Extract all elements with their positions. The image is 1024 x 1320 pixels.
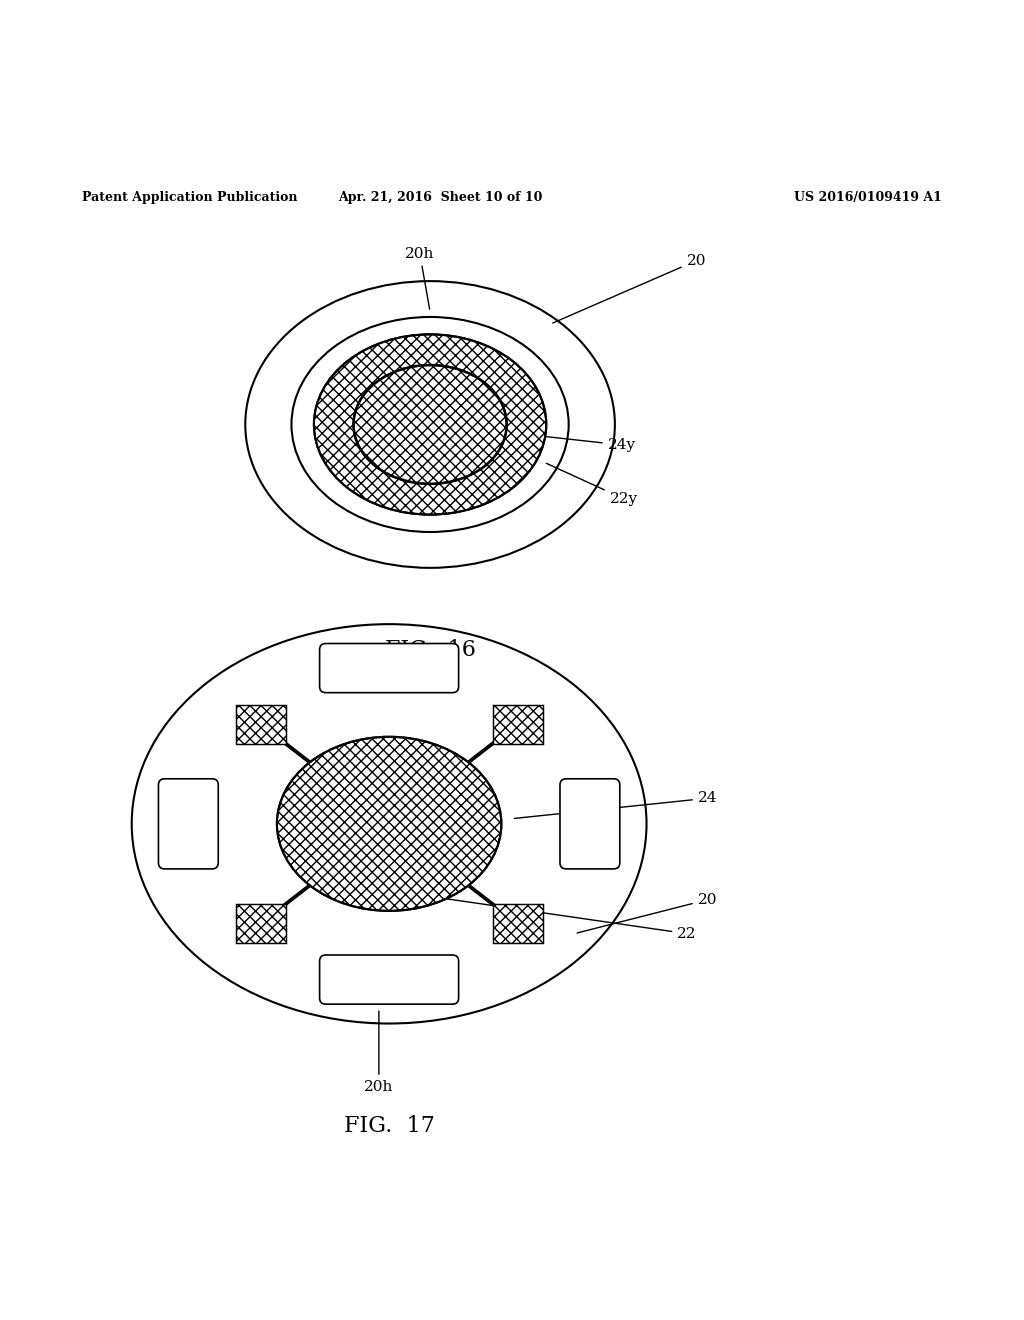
Text: 20: 20 (553, 253, 707, 323)
Text: 22y: 22y (546, 463, 638, 506)
Ellipse shape (246, 281, 614, 568)
FancyBboxPatch shape (493, 904, 543, 942)
Ellipse shape (276, 737, 502, 911)
Text: Apr. 21, 2016  Sheet 10 of 10: Apr. 21, 2016 Sheet 10 of 10 (338, 191, 543, 205)
FancyBboxPatch shape (236, 705, 286, 743)
FancyBboxPatch shape (560, 779, 620, 869)
Ellipse shape (314, 334, 546, 515)
Ellipse shape (353, 366, 507, 484)
Ellipse shape (353, 366, 507, 484)
Text: 24y: 24y (531, 436, 636, 451)
Text: 22: 22 (413, 894, 696, 941)
Text: FIG.  17: FIG. 17 (344, 1115, 434, 1137)
Text: US 2016/0109419 A1: US 2016/0109419 A1 (795, 191, 942, 205)
FancyBboxPatch shape (319, 954, 459, 1005)
Ellipse shape (292, 317, 568, 532)
Text: 20: 20 (578, 892, 717, 933)
Text: Patent Application Publication: Patent Application Publication (82, 191, 297, 205)
FancyBboxPatch shape (493, 705, 543, 743)
FancyBboxPatch shape (319, 644, 459, 693)
Text: 20h: 20h (406, 247, 434, 309)
FancyBboxPatch shape (236, 904, 286, 942)
Ellipse shape (132, 624, 646, 1023)
Text: 20h: 20h (365, 1011, 393, 1094)
FancyBboxPatch shape (159, 779, 218, 869)
Text: 24: 24 (514, 791, 717, 818)
Text: FIG.  16: FIG. 16 (385, 639, 475, 661)
